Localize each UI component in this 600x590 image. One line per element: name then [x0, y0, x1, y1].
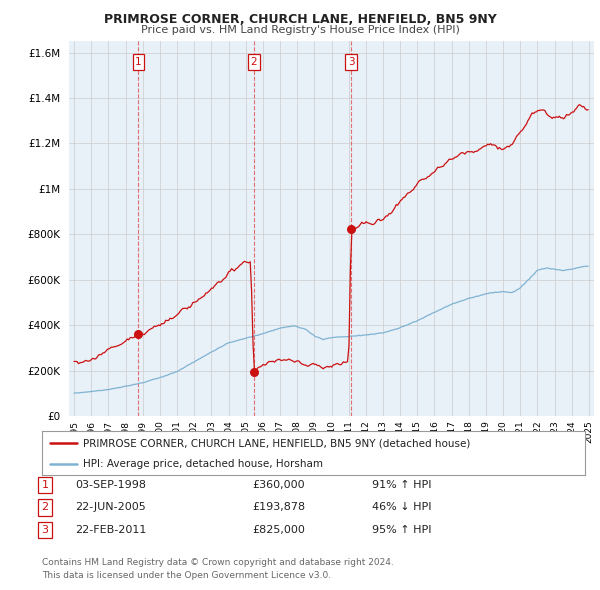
Text: 1: 1 [135, 57, 142, 67]
Text: Price paid vs. HM Land Registry's House Price Index (HPI): Price paid vs. HM Land Registry's House … [140, 25, 460, 35]
Text: 2: 2 [41, 503, 49, 512]
Text: Contains HM Land Registry data © Crown copyright and database right 2024.: Contains HM Land Registry data © Crown c… [42, 558, 394, 566]
Text: 46% ↓ HPI: 46% ↓ HPI [372, 503, 431, 512]
Text: 95% ↑ HPI: 95% ↑ HPI [372, 525, 431, 535]
Text: 2: 2 [250, 57, 257, 67]
Text: 3: 3 [348, 57, 355, 67]
Text: £193,878: £193,878 [252, 503, 305, 512]
Text: This data is licensed under the Open Government Licence v3.0.: This data is licensed under the Open Gov… [42, 571, 331, 579]
Text: PRIMROSE CORNER, CHURCH LANE, HENFIELD, BN5 9NY (detached house): PRIMROSE CORNER, CHURCH LANE, HENFIELD, … [83, 438, 470, 448]
Text: 03-SEP-1998: 03-SEP-1998 [75, 480, 146, 490]
Text: PRIMROSE CORNER, CHURCH LANE, HENFIELD, BN5 9NY: PRIMROSE CORNER, CHURCH LANE, HENFIELD, … [104, 13, 496, 26]
Text: 22-JUN-2005: 22-JUN-2005 [75, 503, 146, 512]
Text: 22-FEB-2011: 22-FEB-2011 [75, 525, 146, 535]
Text: HPI: Average price, detached house, Horsham: HPI: Average price, detached house, Hors… [83, 460, 323, 469]
Text: £825,000: £825,000 [252, 525, 305, 535]
Text: 3: 3 [41, 525, 49, 535]
Text: 1: 1 [41, 480, 49, 490]
Text: £360,000: £360,000 [252, 480, 305, 490]
Text: 91% ↑ HPI: 91% ↑ HPI [372, 480, 431, 490]
